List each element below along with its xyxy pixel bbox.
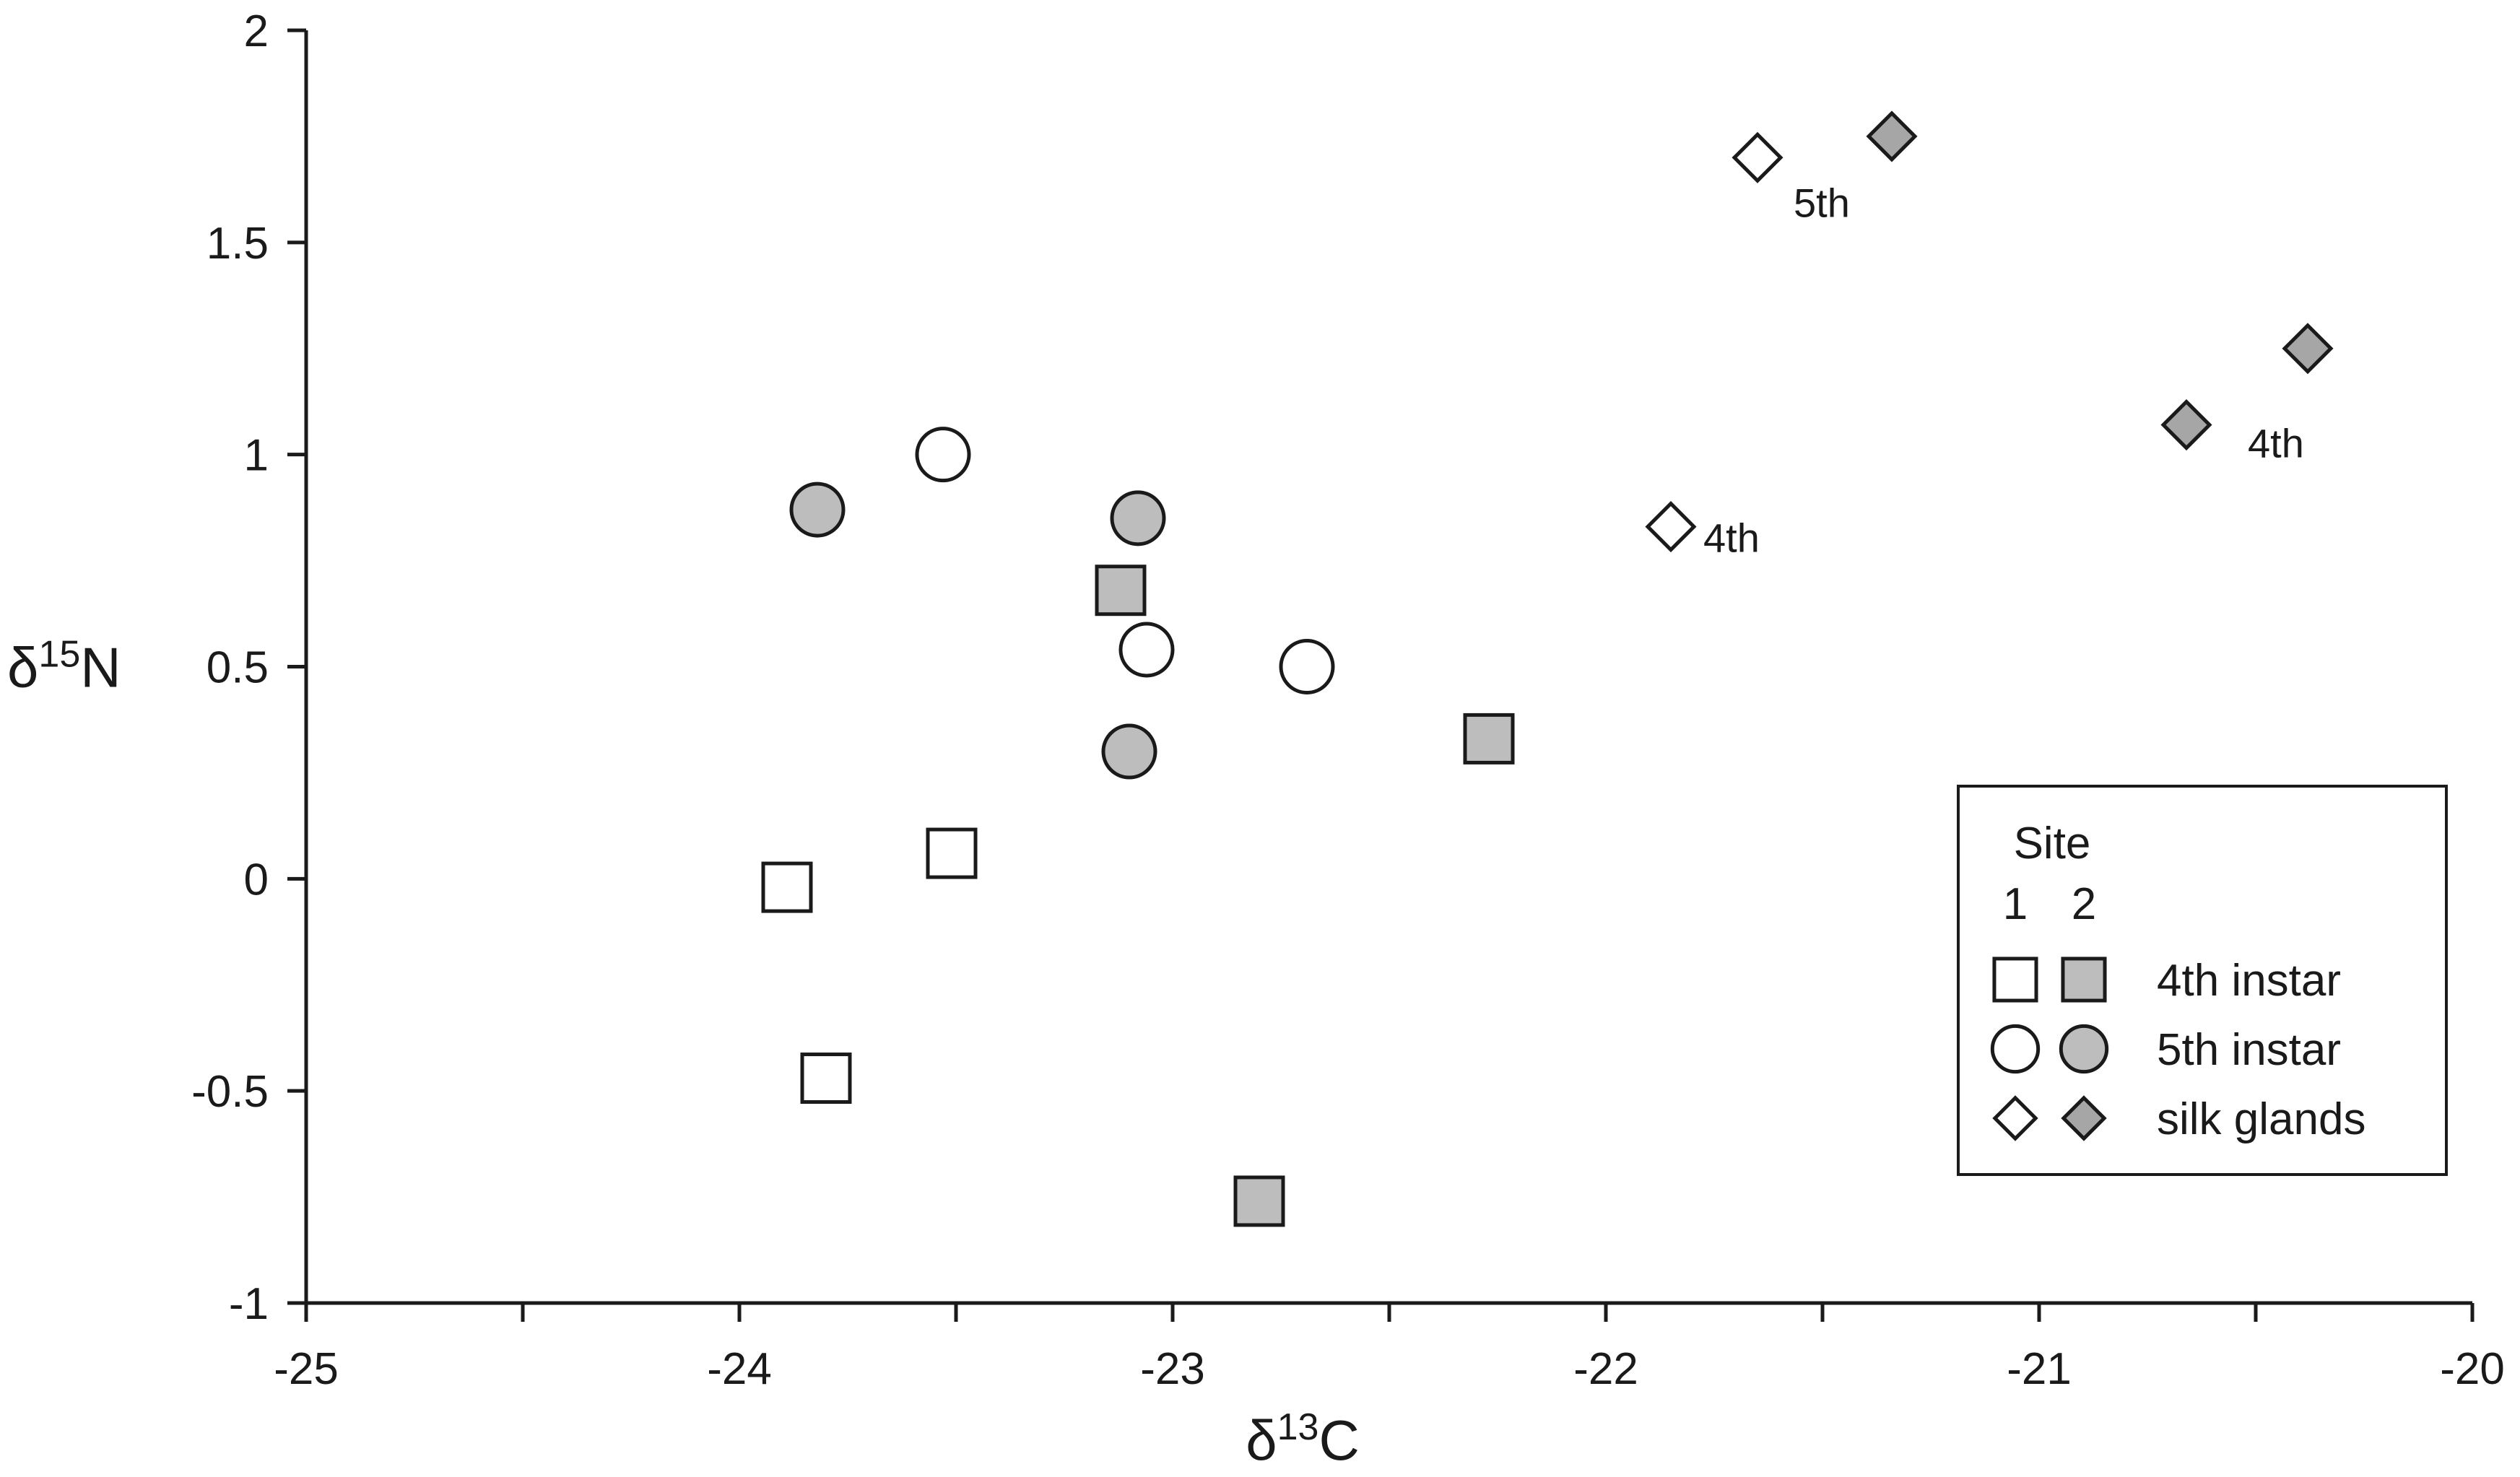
y-axis-ticks	[287, 28, 306, 1305]
x-tick-label: -21	[2007, 1344, 2072, 1394]
legend-marker-diamond-site-1	[1992, 1095, 2038, 1141]
legend-row-label: silk glands	[2157, 1094, 2365, 1144]
legend-column-site-2: 2	[2072, 879, 2096, 929]
y-tick-label: 1	[244, 431, 269, 481]
x-axis-tick-labels: -25 -24 -23 -22 -21 -20	[274, 1344, 2505, 1394]
y-tick-label: -0.5	[191, 1067, 269, 1117]
legend-row-label: 5th instar	[2157, 1025, 2341, 1075]
legend-rows: 4th instar 5th instar silk glands	[1990, 956, 2365, 1144]
silk-glands-site-2-point	[1866, 110, 1918, 162]
y-tick-label: -1	[229, 1279, 269, 1329]
y-tick-label: 0	[244, 855, 269, 905]
y-tick-label: 0.5	[207, 643, 269, 693]
legend-row-label: 4th instar	[2157, 956, 2341, 1006]
point-annotations: 5th 4th 4th	[1703, 180, 2304, 560]
4th-instar-site-1-point	[761, 861, 813, 913]
silk-glands-site-1-point	[1732, 131, 1783, 183]
axes: -25 -24 -23 -22 -21 -20 -1 -0.5 0 0.5 1 1.5 2	[191, 6, 2505, 1394]
5th-instar-site-2-point	[789, 482, 846, 538]
x-axis-title: δ13C	[1246, 1406, 1360, 1472]
y-tick-label: 2	[244, 6, 269, 56]
silk-glands-site-2-point	[2282, 323, 2334, 375]
4th-instar-site-2-point	[1095, 565, 1147, 616]
5th-instar-site-1-point	[1279, 639, 1335, 694]
5th-instar-site-1-point	[915, 427, 971, 483]
point-annotation: 4th	[2248, 421, 2304, 466]
4th-instar-site-2-point	[1233, 1175, 1285, 1227]
legend-column-site-1: 1	[2003, 879, 2028, 929]
x-tick-label: -25	[274, 1344, 339, 1394]
legend-box	[1957, 785, 2448, 1176]
legend-title: Site	[2014, 819, 2091, 868]
x-tick-label: -23	[1140, 1344, 1205, 1394]
legend-marker-circle-site-1	[1990, 1024, 2041, 1074]
point-annotation: 5th	[1794, 180, 1850, 225]
4th-instar-site-2-point	[1463, 713, 1515, 764]
silk-glands-site-1-point	[1645, 501, 1697, 553]
point-annotation: 4th	[1703, 515, 1760, 561]
5th-instar-site-2-point	[1110, 490, 1166, 546]
x-axis-ticks	[304, 1303, 2475, 1322]
5th-instar-site-2-point	[1101, 723, 1157, 780]
legend-marker-square-site-2	[2061, 957, 2107, 1003]
4th-instar-site-1-point	[800, 1053, 852, 1105]
legend-marker-circle-site-2	[2059, 1024, 2109, 1074]
legend: Site 1 2 4th instar 5th instar silk glands	[1957, 785, 2448, 1176]
x-tick-label: -22	[1573, 1344, 1638, 1394]
silk-glands-site-2-point	[2160, 398, 2212, 451]
legend-marker-square-site-1	[1992, 957, 2038, 1003]
x-tick-label: -20	[2440, 1344, 2505, 1394]
y-tick-label: 1.5	[207, 219, 269, 269]
y-axis-title: δ15N	[7, 634, 121, 700]
4th-instar-site-1-point	[926, 827, 978, 879]
legend-marker-diamond-site-2	[2061, 1095, 2107, 1141]
5th-instar-site-1-point	[1118, 622, 1175, 678]
x-tick-label: -24	[707, 1344, 772, 1394]
y-axis-tick-labels: -1 -0.5 0 0.5 1 1.5 2	[191, 6, 269, 1329]
data-points	[761, 110, 2334, 1227]
